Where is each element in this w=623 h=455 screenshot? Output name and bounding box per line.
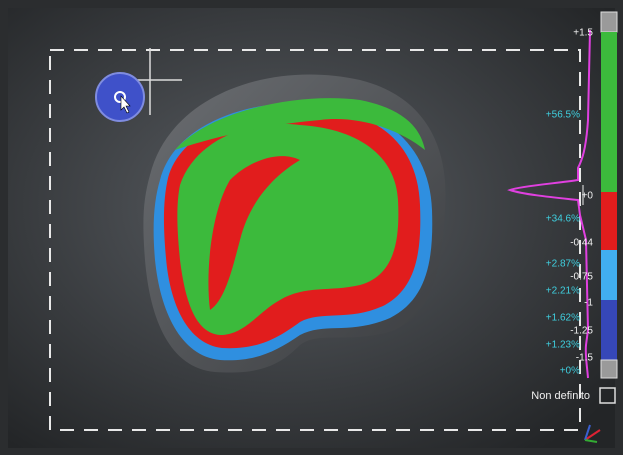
bar-dark-blue xyxy=(601,300,617,360)
scale-value: -1.25 xyxy=(570,326,593,337)
axis-x xyxy=(584,429,601,441)
scale-percentage: +1.23% xyxy=(546,340,580,351)
histogram-curve xyxy=(507,29,591,379)
cursor-circle[interactable] xyxy=(95,72,145,122)
color-bar xyxy=(600,11,618,379)
cursor-ring xyxy=(114,91,126,103)
scale-value: -1.5 xyxy=(576,353,594,364)
scale-percentage: +0% xyxy=(560,366,580,377)
scale-value: +0 xyxy=(582,191,594,202)
scale-value: -0.75 xyxy=(570,272,593,283)
model-green-rim xyxy=(175,98,425,150)
bar-bottom-handle[interactable] xyxy=(600,359,618,379)
bar-top-handle[interactable] xyxy=(600,11,618,33)
scale-percentage: +1.62% xyxy=(546,313,580,324)
bar-light-blue xyxy=(601,250,617,300)
model-green-zone xyxy=(177,123,399,335)
scale-percentage: +34.6% xyxy=(546,214,580,225)
scale-value: -0.44 xyxy=(570,238,593,249)
bar-green xyxy=(601,32,617,192)
checkbox[interactable] xyxy=(599,387,616,404)
dental-model xyxy=(143,74,446,373)
selection-frame xyxy=(49,49,581,431)
scale-value: -1 xyxy=(584,298,593,309)
checkbox-label: Non definito xyxy=(531,390,590,402)
scale-percentage: +56.5% xyxy=(546,110,580,121)
axis-triad xyxy=(584,424,601,443)
scale-percentage: +2.21% xyxy=(546,286,580,297)
scale-percentage: +2.87% xyxy=(546,259,580,270)
bar-red xyxy=(601,192,617,250)
model-red-patch xyxy=(208,156,300,310)
scale-value: +1.5 xyxy=(573,28,593,39)
axis-y xyxy=(584,424,591,441)
mouse-pointer xyxy=(120,95,131,114)
cursor-widget xyxy=(95,48,182,122)
axis-z xyxy=(584,439,598,443)
scale-labels: +1.5 +0 -0.44 -0.75 -1 -1.25 -1.5 +56.5% +34.6% +… xyxy=(546,28,594,377)
